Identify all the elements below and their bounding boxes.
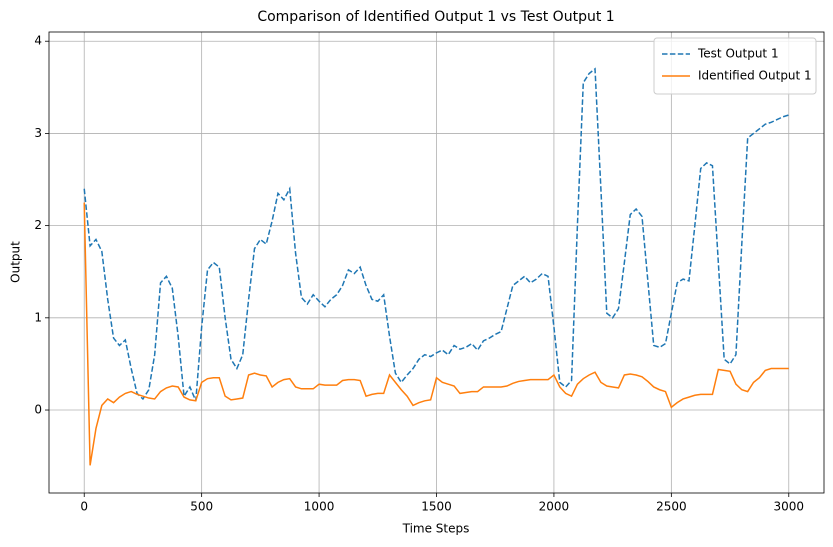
y-tick-label: 1 (34, 310, 42, 324)
y-axis-label: Output (9, 241, 23, 283)
legend-box (653, 37, 817, 95)
data-line (83, 202, 789, 466)
x-tick-label: 3000 (773, 500, 804, 514)
x-axis-label: Time Steps (402, 522, 470, 536)
legend-label: Test Output 1 (697, 47, 779, 61)
x-tick-label: 2000 (539, 500, 570, 514)
chart-title: Comparison of Identified Output 1 vs Tes… (257, 9, 614, 25)
x-tick-label: 2500 (656, 500, 687, 514)
y-tick-label: 2 (34, 218, 42, 232)
plot-frame (48, 31, 825, 494)
x-tick-label: 500 (190, 500, 213, 514)
data-line (83, 67, 789, 402)
y-tick-label: 3 (34, 126, 42, 140)
y-tick-label: 4 (34, 34, 42, 48)
x-tick-label: 1000 (304, 500, 335, 514)
x-tick-label: 1500 (421, 500, 452, 514)
x-tick-label: 0 (80, 500, 88, 514)
legend-label: Identified Output 1 (698, 69, 812, 83)
y-tick-label: 0 (34, 403, 42, 417)
